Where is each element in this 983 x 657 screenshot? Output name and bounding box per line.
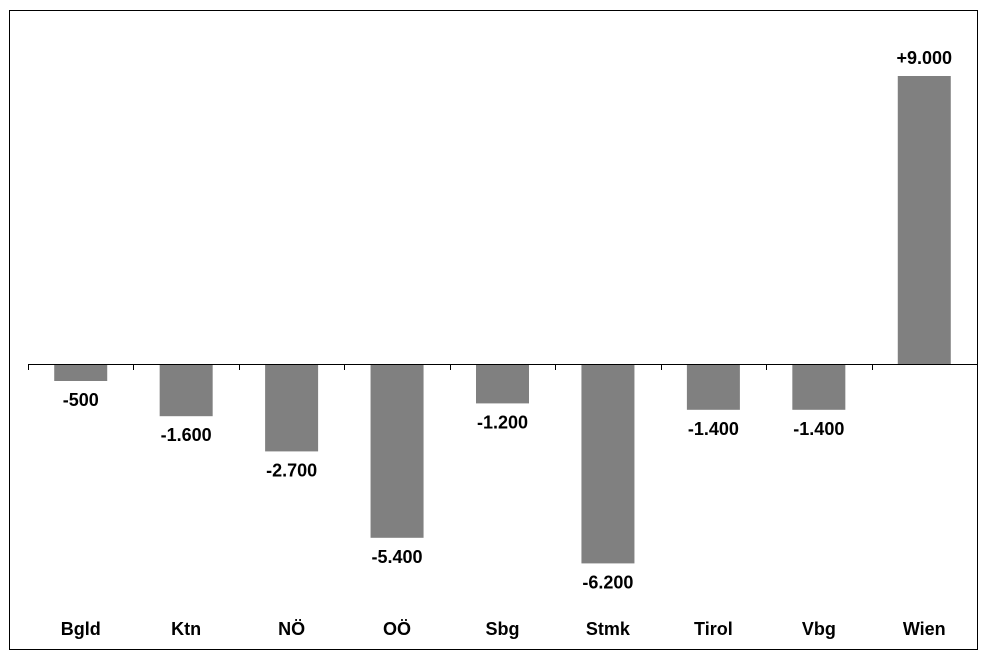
value-label: -5.400: [372, 547, 423, 567]
bar-stmk: [581, 365, 635, 564]
category-label: Ktn: [171, 619, 201, 639]
category-label: Sbg: [486, 619, 520, 639]
category-label: NÖ: [278, 619, 305, 639]
value-label: -500: [63, 390, 99, 410]
category-label: Wien: [903, 619, 946, 639]
value-label: -1.600: [161, 425, 212, 445]
bar-bgld: [54, 365, 108, 381]
bar-wien: [897, 76, 951, 364]
bar-sbg: [476, 365, 529, 404]
bar-vbg: [792, 365, 846, 410]
category-label: Stmk: [586, 619, 631, 639]
category-label: Vbg: [802, 619, 836, 639]
bar-oö: [370, 365, 424, 538]
category-label: OÖ: [383, 619, 411, 639]
axis-ticks-layer: [28, 364, 873, 370]
bar-tirol: [686, 365, 740, 410]
value-label: +9.000: [896, 48, 952, 68]
value-label: -1.200: [477, 412, 528, 432]
category-labels-layer: Bgld Ktn NÖ OÖ Sbg Stmk Tirol Vbg Wien: [61, 619, 946, 639]
value-label: -1.400: [688, 419, 739, 439]
value-label: -2.700: [266, 460, 317, 480]
category-label: Tirol: [694, 619, 733, 639]
value-label: -6.200: [582, 572, 633, 592]
bar-chart: -500 -1.600 -2.700 -5.400 -1.200 -6.200 -1.400…: [28, 48, 977, 639]
value-labels-layer: -500 -1.600 -2.700 -5.400 -1.200 -6.200 -1.400…: [63, 48, 952, 592]
chart-frame: -500 -1.600 -2.700 -5.400 -1.200 -6.200 -1.400…: [9, 10, 978, 650]
bar-ktn: [159, 365, 213, 417]
value-label: -1.400: [793, 419, 844, 439]
bars-layer: [54, 76, 951, 564]
category-label: Bgld: [61, 619, 101, 639]
bar-nö: [265, 365, 319, 452]
